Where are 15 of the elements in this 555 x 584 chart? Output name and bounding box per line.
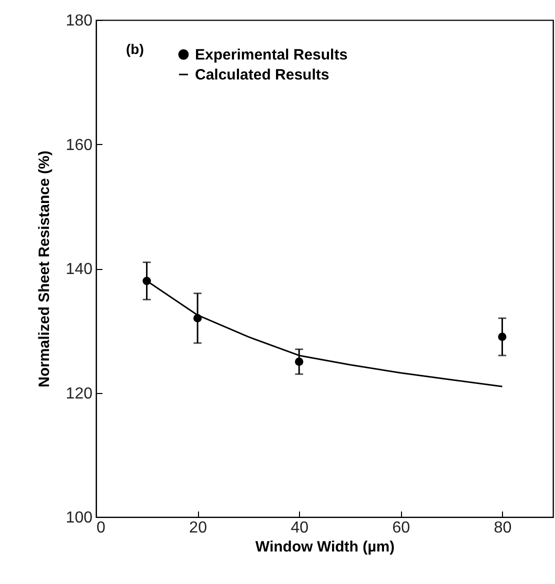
- y-tick-label: 160: [66, 136, 93, 154]
- x-tick-label: 60: [392, 520, 410, 536]
- y-tick-label: 180: [66, 12, 93, 30]
- y-tick-label: 140: [66, 261, 93, 278]
- x-tick-label: 20: [189, 520, 208, 536]
- annotation: (b): [126, 41, 144, 57]
- y-tick-label: 100: [66, 510, 93, 526]
- x-tick-label: 40: [290, 520, 309, 536]
- x-axis-title: Window Width (µm): [255, 538, 395, 556]
- x-tick-label: 80: [494, 520, 512, 536]
- y-axis-title: Normalized Sheet Resistance (%): [36, 150, 53, 388]
- legend-label: Experimental Results: [195, 46, 348, 64]
- legend-label: Calculated Results: [195, 66, 330, 84]
- y-tick-label: 120: [66, 385, 93, 402]
- x-tick-label: 0: [96, 520, 106, 536]
